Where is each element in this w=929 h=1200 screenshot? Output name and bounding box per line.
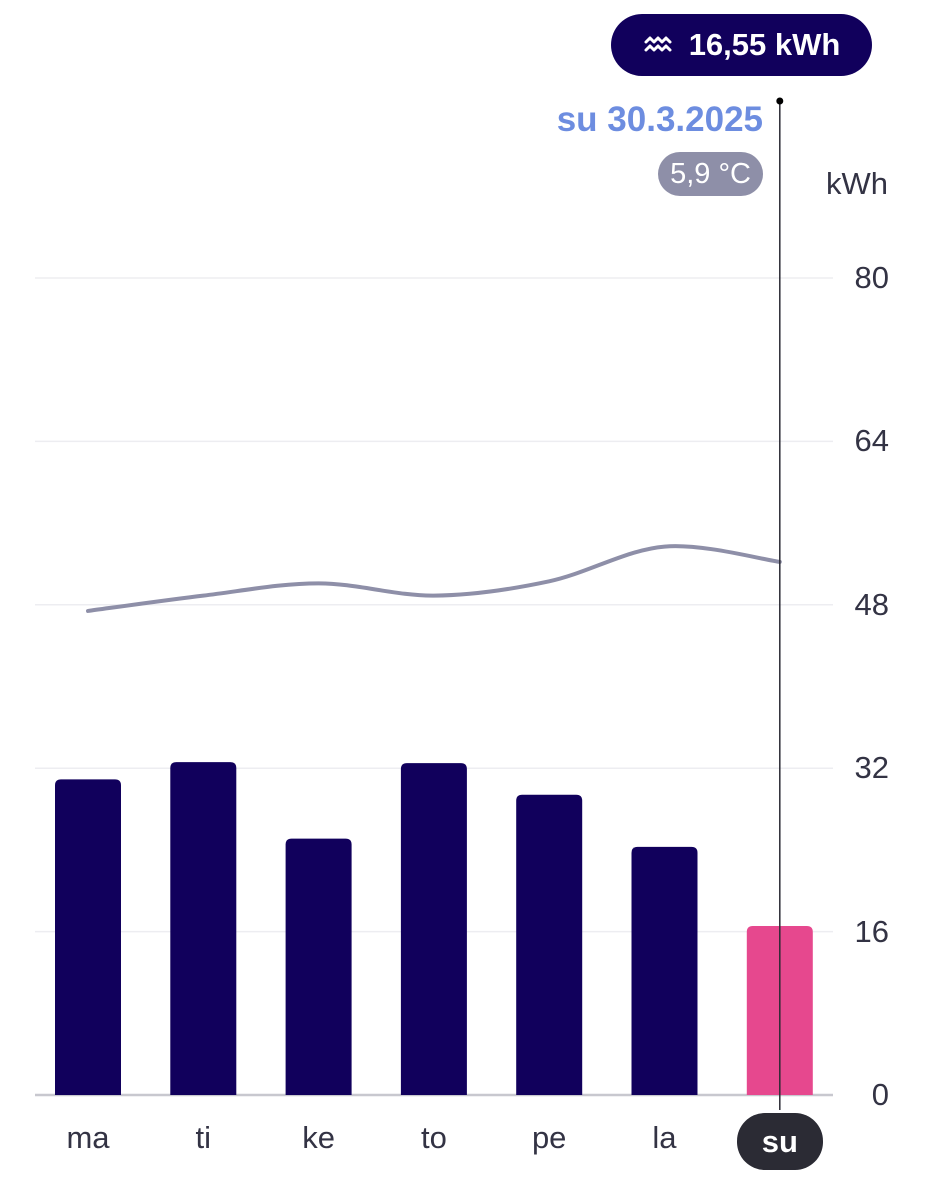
y-tick-label: 0 <box>871 1077 889 1112</box>
bar <box>55 779 121 1095</box>
x-tick-label[interactable]: ma <box>66 1120 110 1155</box>
temperature-badge: 5,9 °C <box>658 152 763 196</box>
selected-value-label: 16,55 kWh <box>688 27 841 62</box>
electricity-meter-icon <box>644 36 672 52</box>
selected-value-pill: 16,55 kWh <box>611 14 872 76</box>
y-tick-label: 64 <box>854 423 889 459</box>
selected-date-label: su 30.3.2025 <box>556 100 763 139</box>
x-tick-label[interactable]: la <box>652 1120 677 1155</box>
selection-cursor-dot <box>776 97 784 105</box>
x-tick-label[interactable]: to <box>420 1120 447 1155</box>
y-axis-unit-label: kWh <box>826 166 888 201</box>
bar <box>631 846 698 1095</box>
y-tick-label: 16 <box>854 913 889 949</box>
temperature-line <box>86 544 782 613</box>
y-tick-label: 48 <box>854 586 889 622</box>
x-tick-label[interactable]: pe <box>531 1120 567 1155</box>
x-tick-label[interactable]: ti <box>195 1120 212 1155</box>
bar <box>285 838 352 1095</box>
x-tick-label[interactable]: ke <box>302 1120 335 1155</box>
y-tick-label: 32 <box>854 750 889 786</box>
x-tick-label-selected[interactable]: su <box>736 1113 823 1170</box>
bar <box>170 762 237 1095</box>
bar <box>400 763 467 1095</box>
bar <box>516 794 583 1095</box>
y-tick-label: 80 <box>854 260 889 295</box>
